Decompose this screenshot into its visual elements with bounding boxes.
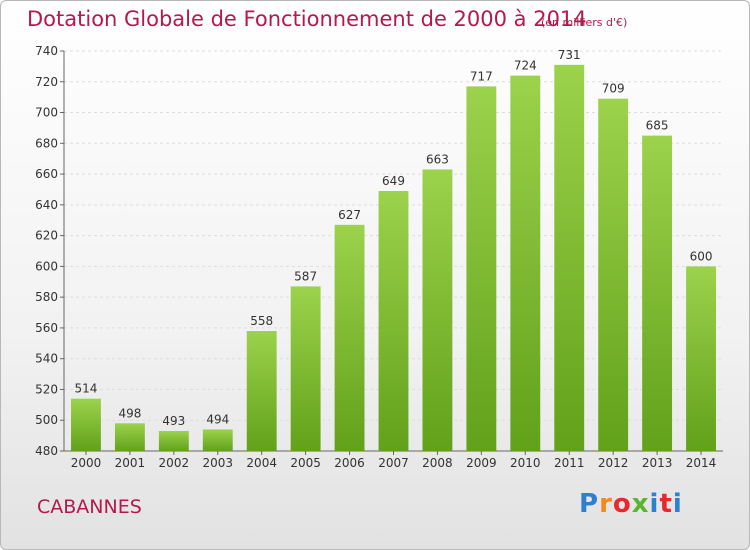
y-tick-label: 660 [35, 167, 58, 181]
data-label: 587 [294, 269, 317, 283]
data-label: 494 [206, 412, 229, 426]
y-tick-label: 520 [35, 382, 58, 396]
data-label: 685 [646, 119, 669, 133]
x-tick-label: 2010 [510, 456, 541, 470]
bar-2006 [334, 224, 365, 451]
x-tick-label: 2013 [642, 456, 673, 470]
data-label: 717 [470, 69, 493, 83]
data-label: 724 [514, 59, 537, 73]
x-tick-label: 2005 [290, 456, 321, 470]
data-label: 558 [250, 314, 273, 328]
bar-2010 [510, 75, 541, 451]
bar-2011 [554, 64, 585, 451]
x-tick-label: 2001 [115, 456, 146, 470]
bars [71, 64, 716, 451]
x-tick-label: 2000 [71, 456, 102, 470]
data-label: 600 [690, 249, 713, 263]
bar-2002 [158, 431, 189, 451]
logo-letter: o [612, 489, 632, 519]
data-label: 731 [558, 48, 581, 62]
x-tick-label: 2007 [378, 456, 409, 470]
logo-letter: i [672, 489, 683, 519]
bar-2001 [114, 423, 145, 451]
x-tick-label: 2006 [334, 456, 365, 470]
bar-2009 [466, 86, 497, 451]
x-tick-label: 2011 [554, 456, 585, 470]
bar-2008 [422, 169, 453, 451]
y-tick-label: 700 [35, 106, 58, 120]
y-tick-label: 480 [35, 444, 58, 458]
logo-letter: i [649, 489, 660, 519]
chart-title: Dotation Globale de Fonctionnement de 20… [27, 7, 587, 31]
bar-2013 [642, 135, 673, 451]
y-tick-label: 740 [35, 44, 58, 58]
data-label: 709 [602, 82, 625, 96]
labels: 480 500 520 540 560 580 600 620 640 660 680 700 720 7… [35, 44, 716, 470]
data-label: 663 [426, 152, 449, 166]
y-tick-label: 560 [35, 321, 58, 335]
y-tick-label: 680 [35, 136, 58, 150]
y-tick-label: 600 [35, 259, 58, 273]
x-tick-label: 2014 [686, 456, 717, 470]
bar-2012 [598, 98, 629, 451]
bar-2007 [378, 191, 409, 451]
bar-2000 [71, 398, 101, 451]
grid-lines [64, 50, 723, 452]
logo-letter: r [599, 489, 613, 519]
proxiti-logo: Proxiti [579, 489, 683, 519]
place-name: CABANNES [37, 496, 142, 518]
logo-letter: t [659, 489, 673, 519]
data-label: 649 [382, 174, 405, 188]
x-tick-label: 2003 [202, 456, 233, 470]
bar-2003 [202, 429, 233, 451]
bar-2005 [290, 286, 321, 451]
y-tick-label: 580 [35, 290, 58, 304]
x-tick-label: 2004 [246, 456, 277, 470]
chart-subtitle: (en milliers d'€) [541, 16, 628, 29]
x-tick-label: 2012 [598, 456, 629, 470]
y-tick-label: 500 [35, 413, 58, 427]
logo-letter: x [631, 489, 650, 519]
y-tick-label: 540 [35, 352, 58, 366]
x-tick-label: 2002 [159, 456, 190, 470]
data-label: 493 [162, 414, 185, 428]
logo-letter: P [579, 489, 600, 519]
y-tick-label: 720 [35, 75, 58, 89]
data-label: 514 [75, 382, 98, 396]
x-tick-label: 2008 [422, 456, 453, 470]
data-label: 498 [118, 406, 141, 420]
bar-2004 [246, 331, 277, 451]
y-tick-label: 640 [35, 198, 58, 212]
y-tick-label: 620 [35, 229, 58, 243]
bar-2014 [686, 266, 716, 451]
data-label: 627 [338, 208, 361, 222]
x-tick-label: 2009 [466, 456, 497, 470]
